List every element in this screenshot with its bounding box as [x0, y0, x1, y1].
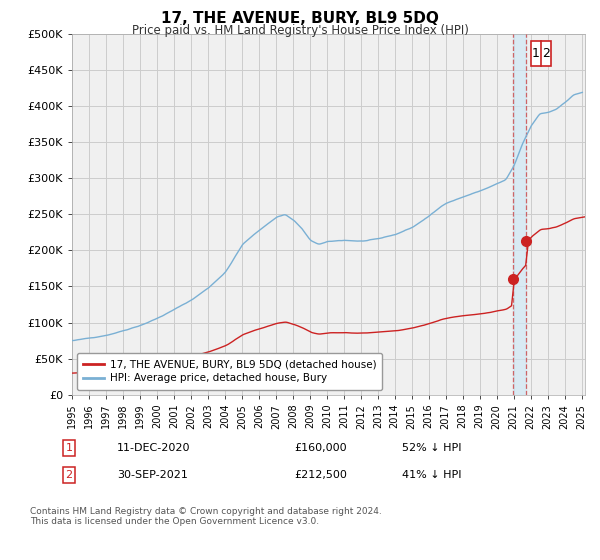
Text: 41% ↓ HPI: 41% ↓ HPI: [402, 470, 461, 480]
Text: 17, THE AVENUE, BURY, BL9 5DQ: 17, THE AVENUE, BURY, BL9 5DQ: [161, 11, 439, 26]
Text: 1: 1: [532, 47, 539, 60]
Text: 2: 2: [542, 47, 550, 60]
Text: 30-SEP-2021: 30-SEP-2021: [117, 470, 188, 480]
Text: 52% ↓ HPI: 52% ↓ HPI: [402, 443, 461, 453]
Text: 2: 2: [65, 470, 73, 480]
Legend: 17, THE AVENUE, BURY, BL9 5DQ (detached house), HPI: Average price, detached hou: 17, THE AVENUE, BURY, BL9 5DQ (detached …: [77, 353, 382, 390]
Text: Contains HM Land Registry data © Crown copyright and database right 2024.
This d: Contains HM Land Registry data © Crown c…: [30, 507, 382, 526]
Text: Price paid vs. HM Land Registry's House Price Index (HPI): Price paid vs. HM Land Registry's House …: [131, 24, 469, 36]
Text: 1: 1: [65, 443, 73, 453]
Text: £160,000: £160,000: [294, 443, 347, 453]
Text: £212,500: £212,500: [294, 470, 347, 480]
Text: 11-DEC-2020: 11-DEC-2020: [117, 443, 191, 453]
Bar: [513, 34, 526, 395]
Bar: [530, 41, 551, 66]
